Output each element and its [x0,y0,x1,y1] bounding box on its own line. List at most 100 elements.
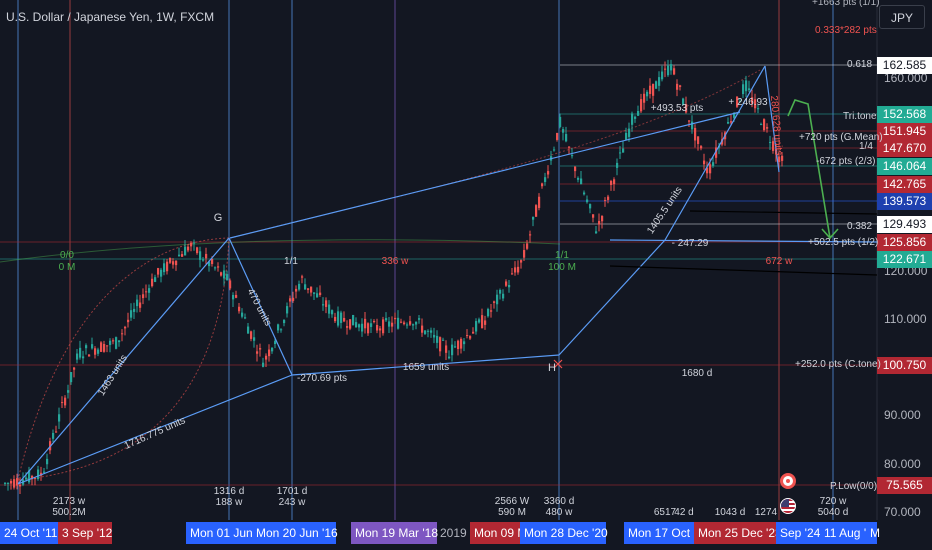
trend-line [228,237,293,376]
target-icon[interactable] [780,473,796,489]
us-flag-icon[interactable] [780,498,796,514]
candle-body [400,321,403,323]
fib-arc [0,239,561,263]
candle-body [571,155,574,157]
candle-body [418,318,421,320]
candle-body [277,324,280,331]
candle-body [238,306,241,312]
candle-body [388,321,391,327]
candle-body [232,294,235,300]
candle-body [622,148,625,153]
candle-body [106,345,109,347]
fib-label: 0.618 [847,59,873,70]
candle-body [163,263,166,273]
candle-body [7,482,10,484]
candle-body [151,278,154,287]
candle-body [586,199,589,203]
candle-body [568,146,571,148]
candle-body [763,119,766,131]
count-label: 5040 d [817,507,849,518]
candle-body [682,98,685,106]
candle-body [535,205,538,217]
candle-body [658,77,661,86]
candle-body [214,267,217,269]
candle-body [97,349,100,354]
currency-button[interactable]: JPY [879,5,925,29]
candle-body [469,336,472,339]
candle-body [154,277,157,282]
candle-body [322,304,325,306]
candle-body [574,166,577,172]
candle-body [532,216,535,220]
candle-body [208,261,211,267]
candle-body [223,270,226,279]
point-marker [553,359,563,369]
candle-body [619,152,622,154]
candle-body [376,324,379,331]
count-label: 720 w [819,496,847,507]
candle-body [607,196,610,200]
candle-body [283,319,286,324]
chart-title: U.S. Dollar / Japanese Yen, 1W, FXCM [6,10,215,24]
candle-body [484,320,487,325]
candle-body [64,397,67,406]
price-tag: 122.671 [877,251,932,268]
candle-body [52,432,55,439]
candle-body [448,356,451,359]
trend-line [689,210,878,215]
candle-body [460,338,463,349]
candle-body [703,160,706,165]
candle-body [178,254,181,257]
candle-body [373,320,376,323]
candle-body [769,142,772,144]
candle-body [364,318,367,329]
candle-body [181,254,184,257]
candle-body [472,331,475,334]
candle-body [577,177,580,180]
candle-body [328,304,331,314]
candle-body [691,121,694,130]
candle-body [160,269,163,277]
candle-body [442,339,445,341]
date-tag: 11 Aug '2 [820,522,873,544]
candle-body [385,318,388,321]
plow-label: P.Low(0/0) [830,481,878,492]
candle-body [382,319,385,334]
candle-body [67,390,70,393]
candle-body [316,293,319,298]
candle-body [16,478,19,486]
candle-body [661,71,664,80]
count-label: 188 w [215,497,243,508]
date-tag: Mon 25 Dec '23 [694,522,782,544]
candle-body [688,120,691,122]
candle-body [502,293,505,299]
candle-body [757,108,760,110]
candle-body [337,311,340,326]
price-tag: 75.565 [877,477,932,494]
price-tag: 129.493 [877,216,932,233]
candle-body [694,127,697,141]
fib-label: 0.382 [847,221,873,232]
price-tag: 152.568 [877,106,932,123]
candle-body [205,253,208,259]
candle-body [415,321,418,325]
candle-body [394,317,397,320]
candle-body [70,372,73,383]
candle-body [343,317,346,322]
ratio-label: 100 M [548,262,576,273]
date-tag: Mon 28 Dec '20 [520,522,608,544]
price-tag: 151.945 [877,123,932,140]
candle-body [676,83,679,90]
weeks-label: 672 w [765,256,793,267]
candle-body [760,124,763,126]
candle-body [175,260,178,266]
days-label: 1680 d [681,368,713,379]
candle-body [634,116,637,119]
point-h-label: H [548,362,556,374]
candle-body [103,344,106,352]
candle-body [358,324,361,328]
price-tick: 90.000 [884,408,921,422]
trend-line [291,354,560,376]
candle-body [247,326,250,334]
